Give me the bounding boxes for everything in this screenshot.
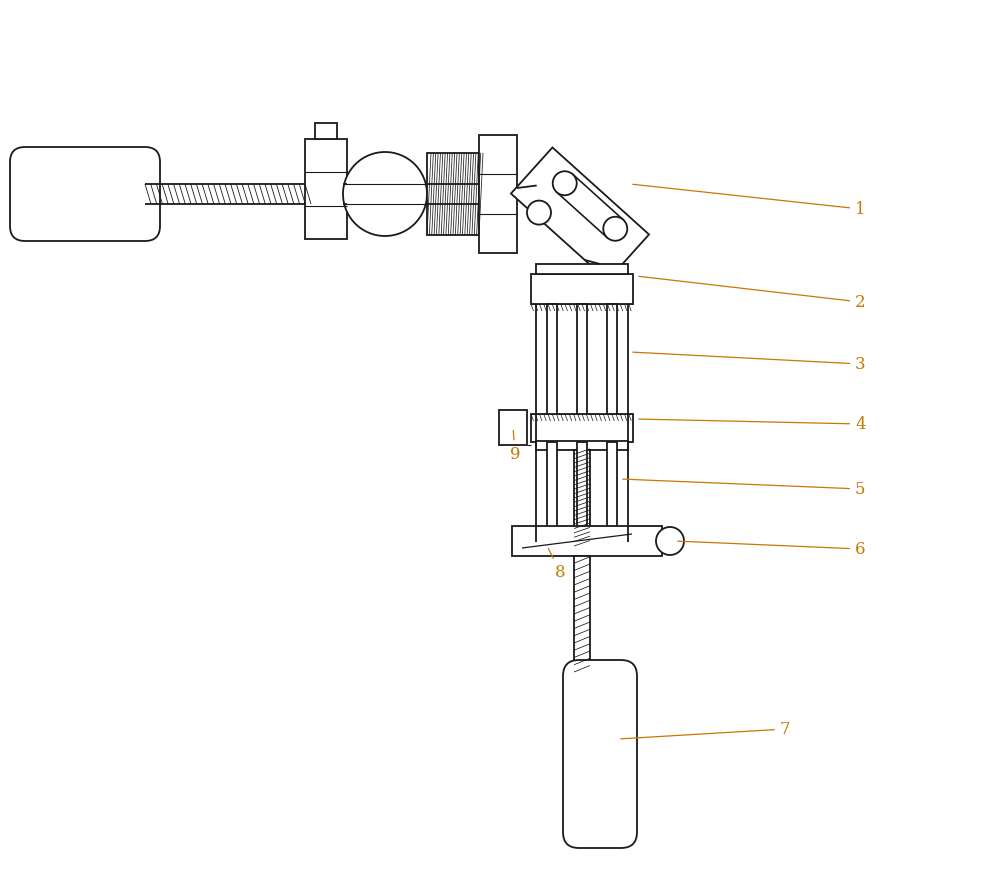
Text: 2: 2 <box>639 277 866 311</box>
Bar <box>577 443 587 543</box>
Bar <box>577 305 587 443</box>
Bar <box>574 451 590 546</box>
Polygon shape <box>557 175 623 239</box>
Bar <box>531 274 633 305</box>
Bar <box>315 124 337 139</box>
Polygon shape <box>511 148 649 282</box>
Bar <box>531 415 633 443</box>
FancyBboxPatch shape <box>10 148 160 241</box>
FancyBboxPatch shape <box>563 661 637 848</box>
Text: 5: 5 <box>623 479 866 498</box>
Bar <box>536 442 628 451</box>
Text: 7: 7 <box>621 721 791 739</box>
Circle shape <box>343 153 427 237</box>
Circle shape <box>553 172 577 196</box>
Bar <box>305 139 347 240</box>
Circle shape <box>603 217 627 241</box>
Bar <box>536 265 628 274</box>
Bar <box>427 154 479 236</box>
Bar <box>512 527 662 556</box>
Text: 3: 3 <box>633 353 866 373</box>
Bar <box>607 305 617 443</box>
Text: 4: 4 <box>639 416 866 433</box>
Bar <box>607 443 617 543</box>
Circle shape <box>527 201 551 225</box>
Circle shape <box>656 527 684 555</box>
Text: 8: 8 <box>548 549 566 581</box>
Bar <box>574 556 590 672</box>
Bar <box>547 305 557 443</box>
Bar <box>499 410 527 445</box>
Bar <box>547 443 557 543</box>
Text: 6: 6 <box>678 541 866 558</box>
Text: 9: 9 <box>510 431 520 463</box>
Text: 1: 1 <box>633 185 866 218</box>
Bar <box>479 136 517 254</box>
